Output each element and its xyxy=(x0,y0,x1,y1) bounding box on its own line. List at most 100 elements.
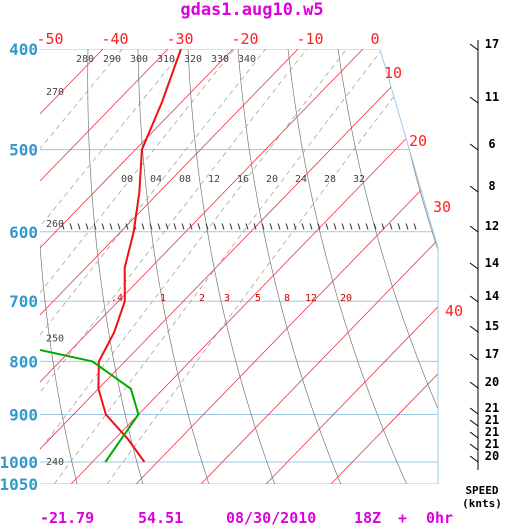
potential-temp-label: 320 xyxy=(184,54,202,65)
potential-temp-label: 340 xyxy=(238,54,256,65)
footer-time: 18Z xyxy=(354,509,381,527)
wind-speed-label: 21 xyxy=(485,425,499,439)
level-marker-tick xyxy=(213,223,217,230)
pressure-label: 400 xyxy=(9,40,38,59)
footer-date: 08/30/2010 xyxy=(226,509,316,527)
wind-speed-label: 11 xyxy=(485,90,499,104)
isotherm-line xyxy=(200,49,438,484)
dry-adiabat-line xyxy=(187,49,276,484)
pressure-label: 700 xyxy=(9,292,38,311)
mixing-ratio-label: 16 xyxy=(237,174,249,185)
wind-barb xyxy=(469,407,479,415)
speed-header-line1: SPEED xyxy=(465,484,498,497)
level-marker-tick xyxy=(149,223,153,230)
level-marker-tick xyxy=(397,223,401,230)
chart-labels: 40050060070080090010001050-60-50-40-30-2… xyxy=(0,30,499,494)
mixing-ratio-line xyxy=(40,49,266,484)
wind-barb xyxy=(469,455,479,463)
wind-barb xyxy=(469,295,479,303)
footer-lifted-index: -21.79 xyxy=(40,509,94,527)
wind-barb xyxy=(469,185,479,193)
isotherm-line xyxy=(40,49,299,484)
pressure-label: 600 xyxy=(9,223,38,242)
saturated-label: .4 xyxy=(111,293,123,304)
dewpoint-trace xyxy=(40,81,140,463)
level-marker-tick xyxy=(333,223,337,230)
level-marker-tick xyxy=(389,223,393,230)
level-marker-tick xyxy=(285,223,289,230)
pressure-label: 800 xyxy=(9,352,38,371)
wind-speed-label: 8 xyxy=(488,179,495,193)
mixing-ratio-label: 24 xyxy=(295,174,307,185)
wind-speed-label: 14 xyxy=(485,289,499,303)
isotherm-line xyxy=(40,49,364,484)
level-marker-tick xyxy=(85,223,89,230)
level-marker-tick xyxy=(237,223,241,230)
level-marker-tick xyxy=(61,223,65,230)
potential-temp-label: 280 xyxy=(76,54,94,65)
mixing-ratio-label: 08 xyxy=(179,174,191,185)
level-marker-tick xyxy=(261,223,265,230)
level-marker-tick xyxy=(221,223,225,230)
mixing-ratio-line xyxy=(53,49,383,484)
pressure-label: 900 xyxy=(9,406,38,425)
level-marker-tick xyxy=(69,223,73,230)
wind-speed-label: 21 xyxy=(485,401,499,415)
potential-temp-label: 240 xyxy=(46,457,64,468)
saturated-label: 3 xyxy=(224,293,230,304)
level-marker-tick xyxy=(205,223,209,230)
isotherm-label: -50 xyxy=(36,30,63,48)
wind-barb xyxy=(469,443,479,451)
isotherm-line xyxy=(135,49,438,484)
dry-adiabat-line xyxy=(137,49,210,484)
isotherm-line xyxy=(330,49,438,484)
saturated-label: 12 xyxy=(305,293,317,304)
level-marker-tick xyxy=(317,223,321,230)
level-marker-tick xyxy=(309,223,313,230)
level-marker-tick xyxy=(357,223,361,230)
wind-barb xyxy=(469,262,479,270)
level-marker-tick xyxy=(405,223,409,230)
level-marker-tick xyxy=(189,223,193,230)
level-marker-tick xyxy=(101,223,105,230)
wind-speed-label: 14 xyxy=(485,256,499,270)
saturated-label: 8 xyxy=(284,293,290,304)
level-marker-tick xyxy=(253,223,257,230)
pressure-label: 500 xyxy=(9,141,38,160)
isotherm-label: -20 xyxy=(231,30,258,48)
mixing-ratio-label: 32 xyxy=(353,174,365,185)
wind-barb xyxy=(469,381,479,389)
footer-plus: + xyxy=(398,509,407,527)
footer-precip-water: 54.51 xyxy=(138,509,183,527)
level-marker-tick xyxy=(173,223,177,230)
wind-speed-label: 15 xyxy=(485,319,499,333)
saturated-label: 5 xyxy=(255,293,261,304)
mixing-ratio-line xyxy=(40,49,308,484)
wind-barb xyxy=(469,431,479,439)
mixing-ratio-line xyxy=(40,49,347,484)
mixing-ratio-label: 20 xyxy=(266,174,278,185)
dry-adiabat-line xyxy=(40,49,78,484)
chart-grid xyxy=(40,49,438,484)
level-marker-tick xyxy=(413,223,417,230)
pressure-label: 1050 xyxy=(0,475,38,494)
isotherm-line xyxy=(40,49,169,484)
wind-speed-label: 21 xyxy=(485,437,499,451)
level-marker-tick xyxy=(325,223,329,230)
saturated-label: 20 xyxy=(340,293,352,304)
level-marker-tick xyxy=(293,223,297,230)
level-marker-tick xyxy=(141,223,145,230)
potential-temp-label: 290 xyxy=(103,54,121,65)
level-marker-tick xyxy=(341,223,345,230)
diagram-border xyxy=(379,48,439,484)
temperature-trace xyxy=(97,49,182,463)
wind-barb xyxy=(469,325,479,333)
wind-barb xyxy=(469,43,479,51)
pressure-label: 1000 xyxy=(0,453,38,472)
chart-title: gdas1.aug10.w5 xyxy=(180,0,323,20)
isotherm-label: 20 xyxy=(409,132,427,150)
level-marker-tick xyxy=(229,223,233,230)
speed-header-line2: (knts) xyxy=(462,497,502,510)
dry-adiabat-line xyxy=(237,49,342,484)
